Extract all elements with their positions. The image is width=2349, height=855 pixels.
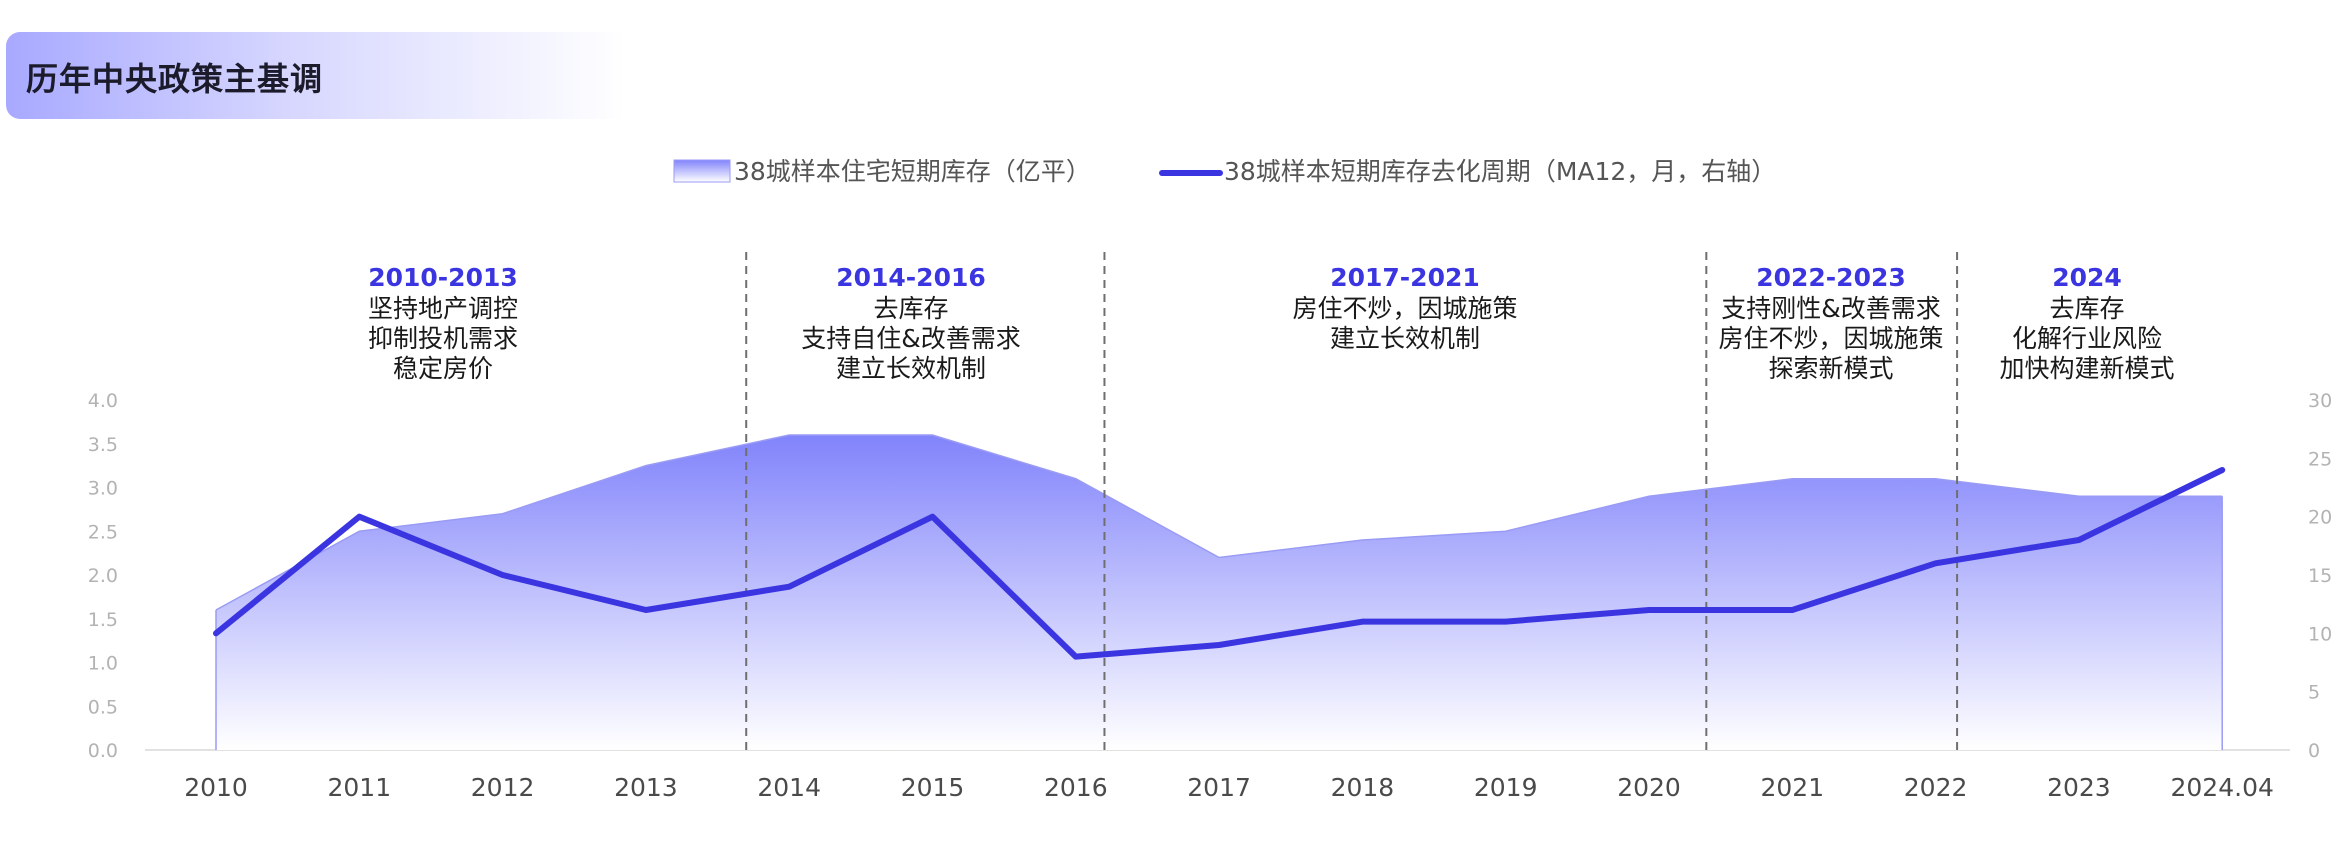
period-title: 2022-2023 — [1756, 263, 1906, 292]
x-tick-label: 2018 — [1331, 773, 1395, 802]
y-right-tick-label: 0 — [2308, 740, 2320, 762]
legend-line-label: 38城样本短期库存去化周期（MA12，月，右轴） — [1224, 157, 1776, 186]
x-tick-label: 2013 — [614, 773, 678, 802]
y-left-tick-label: 4.0 — [88, 390, 118, 412]
inventory-area-outline — [215, 434, 2223, 611]
y-right-tick-label: 25 — [2308, 448, 2332, 470]
period-description: 抑制投机需求 — [368, 324, 518, 353]
y-left-tick-label: 0.0 — [88, 740, 118, 762]
period-description: 建立长效机制 — [1330, 324, 1480, 353]
area-series — [215, 434, 2223, 750]
period-title: 2024 — [2052, 263, 2122, 292]
x-tick-label: 2023 — [2047, 773, 2111, 802]
period-description: 房住不炒，因城施策 — [1292, 294, 1517, 323]
period-description: 去库存 — [873, 294, 948, 323]
x-tick-label: 2011 — [327, 773, 391, 802]
x-tick-label: 2019 — [1474, 773, 1538, 802]
x-tick-label: 2012 — [471, 773, 535, 802]
left-axis: 0.0 0.5 1.0 1.5 2.0 2.5 3.0 3.5 4.0 — [88, 390, 118, 762]
x-tick-label: 2020 — [1617, 773, 1681, 802]
legend-area-swatch — [673, 159, 731, 183]
legend: 38城样本住宅短期库存（亿平） 38城样本短期库存去化周期（MA12，月，右轴） — [673, 157, 1776, 186]
period-title: 2014-2016 — [836, 263, 986, 292]
y-left-tick-label: 2.0 — [88, 565, 118, 587]
right-axis: 0 5 10 15 20 25 30 — [2308, 390, 2332, 762]
period-description: 支持刚性&改善需求 — [1721, 294, 1941, 323]
y-left-tick-label: 1.5 — [88, 609, 118, 631]
y-right-tick-label: 15 — [2308, 565, 2332, 587]
period-description: 化解行业风险 — [2012, 324, 2162, 353]
y-left-tick-label: 3.0 — [88, 478, 118, 500]
x-tick-label: 2015 — [901, 773, 965, 802]
period-description: 加快构建新模式 — [1999, 354, 2174, 383]
period-description: 探索新模式 — [1768, 354, 1893, 383]
y-left-tick-label: 2.5 — [88, 521, 118, 543]
page-title: 历年中央政策主基调 — [26, 60, 324, 98]
y-left-tick-label: 0.5 — [88, 696, 118, 718]
period-description: 房住不炒，因城施策 — [1718, 324, 1943, 353]
period-description: 建立长效机制 — [836, 354, 986, 383]
x-axis: 2010 2011 2012 2013 2014 2015 2016 2017 2018 2019… — [184, 773, 2274, 802]
x-tick-label: 2017 — [1187, 773, 1251, 802]
x-tick-label: 2014 — [757, 773, 821, 802]
period-description: 去库存 — [2049, 294, 2124, 323]
x-tick-label: 2022 — [1904, 773, 1968, 802]
period-title: 2017-2021 — [1330, 263, 1480, 292]
y-right-tick-label: 20 — [2308, 507, 2332, 529]
period-description: 稳定房价 — [393, 354, 493, 383]
legend-area-label: 38城样本住宅短期库存（亿平） — [734, 157, 1091, 186]
title-bar: 历年中央政策主基调 — [6, 32, 626, 119]
period-title: 2010-2013 — [368, 263, 518, 292]
x-tick-label: 2021 — [1760, 773, 1824, 802]
period-description: 支持自住&改善需求 — [801, 324, 1021, 353]
x-tick-label: 2010 — [184, 773, 248, 802]
period-annotations: 2010-2013坚持地产调控抑制投机需求稳定房价2014-2016去库存支持自… — [368, 263, 2175, 383]
y-right-tick-label: 5 — [2308, 682, 2320, 704]
y-right-tick-label: 30 — [2308, 390, 2332, 412]
x-tick-label: 2024.04 — [2171, 773, 2274, 802]
y-left-tick-label: 3.5 — [88, 434, 118, 456]
inventory-area-fill — [216, 435, 2223, 750]
y-left-tick-label: 1.0 — [88, 653, 118, 675]
y-right-tick-label: 10 — [2308, 623, 2332, 645]
x-tick-label: 2016 — [1044, 773, 1108, 802]
period-description: 坚持地产调控 — [368, 294, 518, 323]
line-series — [213, 467, 2226, 660]
